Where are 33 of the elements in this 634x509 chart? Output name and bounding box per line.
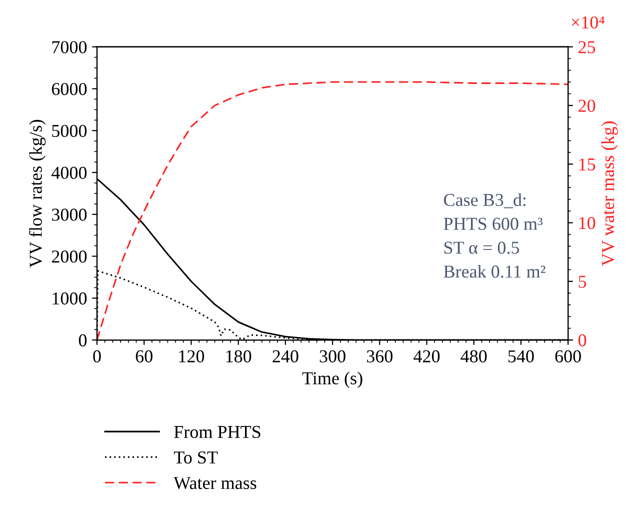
x-tick-label: 60 — [136, 350, 152, 362]
x-tick-label: 240 — [272, 350, 298, 362]
annotation: Case B3_d: PHTS 600 m³ ST α = 0.5 Break 0.11 m² — [444, 193, 546, 278]
x-tick-label: 600 — [555, 350, 581, 362]
y-tick-label: 1000 — [52, 292, 87, 305]
y-tick-label: 6000 — [52, 82, 87, 96]
legend-label: To ST — [174, 451, 218, 464]
y-tick-label: 7000 — [52, 41, 87, 54]
y2-tick-label: 25 — [578, 41, 596, 54]
x-tick-label: 0 — [93, 350, 101, 362]
legend-label: Water mass — [174, 477, 256, 490]
y-tick-label: 3000 — [52, 208, 87, 221]
text: ×10⁴ — [572, 16, 604, 28]
x-tick-label: 360 — [366, 350, 392, 362]
legend-label: From PHTS — [174, 426, 260, 438]
x-tick-label: 300 — [320, 350, 346, 362]
x-tick-label: 420 — [414, 350, 440, 362]
y-tick-label: 2000 — [52, 250, 87, 263]
y2-tick-label: 20 — [578, 100, 596, 112]
y2-tick-label: 10 — [579, 216, 596, 230]
x-tick-label: 540 — [508, 350, 534, 362]
x-tick-label: 480 — [460, 350, 487, 362]
x-axis-title: Time (s) — [302, 372, 362, 388]
y2-tick-label: 5 — [578, 276, 586, 288]
y2-tick-label: 15 — [579, 158, 596, 171]
x-tick-label: 180 — [226, 350, 252, 362]
y2-axis-title: VV water mass (kg) — [601, 121, 618, 266]
x-tick-label: 120 — [179, 350, 204, 362]
y-axis-title: VV flow rates (kg/s) — [29, 120, 46, 268]
y-tick-label: 5000 — [52, 124, 87, 138]
y2-tick-label: 0 — [578, 334, 586, 346]
y-tick-label: 0 — [78, 334, 87, 346]
y-tick-label: 4000 — [52, 166, 87, 179]
